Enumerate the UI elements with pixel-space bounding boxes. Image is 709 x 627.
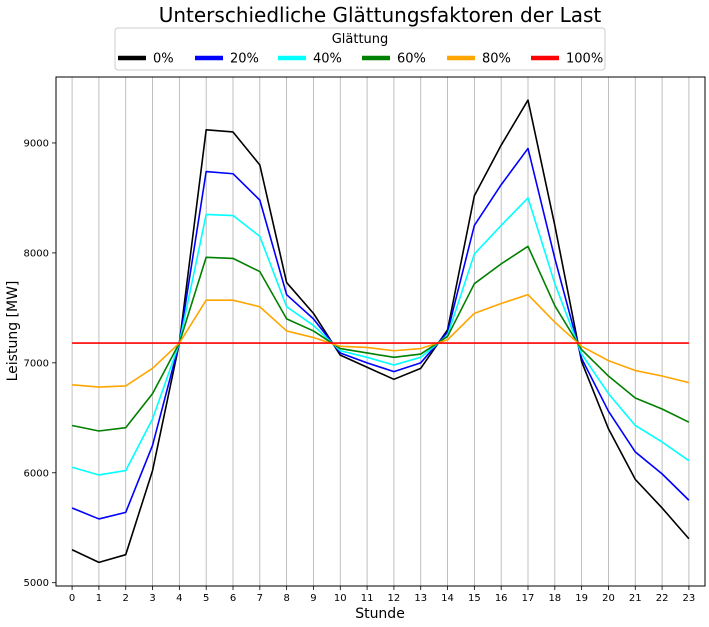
grid — [71, 77, 690, 586]
series-line-60-percent — [71, 245, 690, 432]
y-tick-label: 8000 — [24, 248, 49, 259]
x-tick-label: 17 — [522, 593, 535, 604]
x-tick-label: 15 — [468, 593, 481, 604]
x-axis-ticks: 0 1 2 3 4 5 6 7 8 9 10 11 12 13 14 15 16 17 18 19 20 21 22 23 — [69, 586, 695, 604]
x-tick-label: 19 — [575, 593, 588, 604]
legend-items: 0% 20% 40% 60% 80% 100% — [118, 52, 603, 67]
x-tick-label: 3 — [149, 593, 155, 604]
legend-label: 40% — [313, 52, 342, 67]
legend-title: Glättung — [332, 32, 389, 47]
x-tick-label: 0 — [69, 593, 75, 604]
series-line-40-percent — [71, 197, 690, 476]
y-tick-label: 6000 — [24, 468, 49, 479]
legend-label: 80% — [482, 52, 511, 67]
x-tick-label: 13 — [414, 593, 427, 604]
legend: Glättung 0% 20% 40% 60% 80% 100% — [114, 27, 606, 71]
x-tick-label: 16 — [495, 593, 508, 604]
x-tick-label: 2 — [123, 593, 129, 604]
plot-frame — [55, 76, 706, 587]
x-tick-label: 5 — [203, 593, 209, 604]
y-tick-label: 9000 — [24, 138, 49, 149]
y-axis-label: Leistung [MW] — [5, 281, 21, 382]
x-tick-label: 8 — [283, 593, 289, 604]
x-tick-label: 4 — [176, 593, 182, 604]
x-tick-label: 18 — [548, 593, 561, 604]
x-tick-label: 22 — [656, 593, 669, 604]
legend-label: 60% — [397, 52, 426, 67]
x-tick-label: 1 — [96, 593, 102, 604]
legend-label: 0% — [153, 52, 174, 67]
series-line-0-percent — [71, 99, 690, 564]
x-tick-label: 7 — [257, 593, 263, 604]
x-tick-label: 21 — [629, 593, 642, 604]
x-tick-label: 10 — [334, 593, 347, 604]
x-tick-label: 11 — [361, 593, 374, 604]
series-line-20-percent — [71, 147, 690, 520]
x-tick-label: 14 — [441, 593, 454, 604]
x-tick-label: 23 — [683, 593, 696, 604]
y-tick-label: 7000 — [24, 358, 49, 369]
legend-label: 20% — [230, 52, 259, 67]
series-line-80-percent — [72, 293, 690, 388]
x-tick-label: 12 — [388, 593, 401, 604]
series-lines — [71, 99, 690, 564]
legend-frame — [114, 27, 606, 71]
y-axis-ticks: 5000 6000 7000 8000 9000 — [24, 138, 56, 589]
x-tick-label: 20 — [602, 593, 615, 604]
x-axis-label: Stunde — [355, 606, 405, 622]
y-tick-label: 5000 — [24, 578, 49, 589]
legend-label: 100% — [566, 52, 603, 67]
x-tick-label: 6 — [230, 593, 236, 604]
x-tick-label: 9 — [310, 593, 316, 604]
chart-title: Unterschiedliche Glättungsfaktoren der L… — [159, 3, 602, 27]
